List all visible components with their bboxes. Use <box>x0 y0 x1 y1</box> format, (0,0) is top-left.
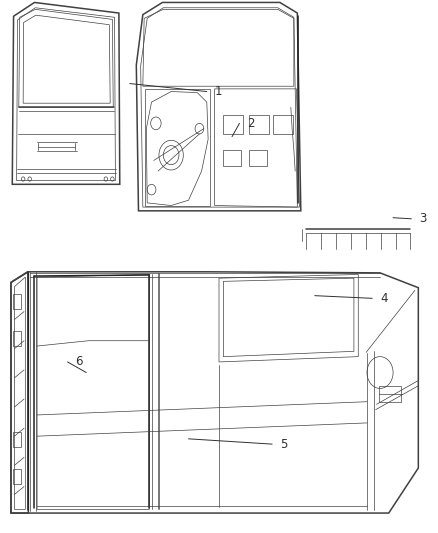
Text: 4: 4 <box>380 292 388 305</box>
Bar <box>379 386 401 402</box>
Text: 2: 2 <box>247 117 255 130</box>
Text: 6: 6 <box>75 356 83 368</box>
Bar <box>250 150 267 166</box>
Bar <box>223 150 241 166</box>
Text: 5: 5 <box>280 438 287 450</box>
Text: 3: 3 <box>419 212 427 225</box>
Bar <box>13 331 21 346</box>
Bar <box>13 294 21 309</box>
Bar <box>273 115 293 134</box>
Bar <box>13 432 21 447</box>
Bar <box>250 115 269 134</box>
Bar <box>223 115 243 134</box>
Bar <box>13 469 21 484</box>
Text: 1: 1 <box>215 85 222 98</box>
